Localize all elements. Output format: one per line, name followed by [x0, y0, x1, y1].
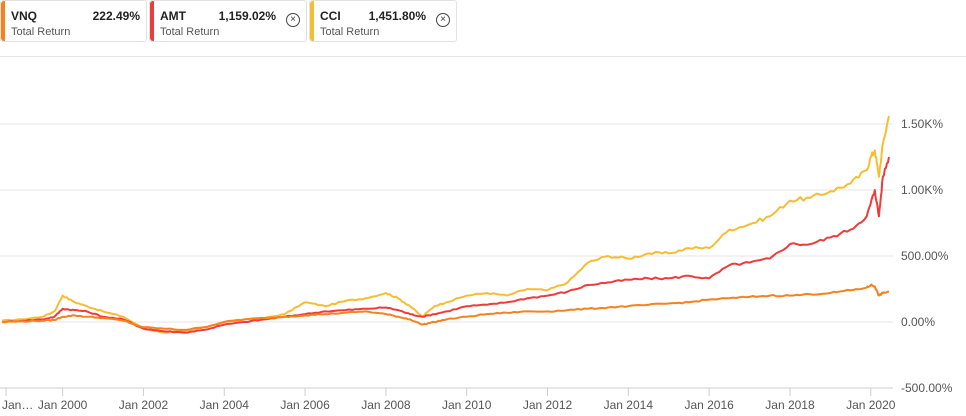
- legend-color-stripe: [150, 1, 154, 41]
- x-tick-label: Jan 2014: [604, 398, 654, 412]
- legend-label: Total Return: [160, 26, 220, 38]
- legend-chip-vnq[interactable]: VNQ 222.49% Total Return: [0, 0, 147, 42]
- series-line-amt: [1, 156, 890, 334]
- y-tick-label: 500.00%: [901, 249, 949, 263]
- x-tick-label: Jan 2002: [119, 398, 169, 412]
- legend-color-stripe: [1, 1, 5, 41]
- x-tick-label: Jan…: [2, 398, 33, 412]
- x-tick-label: Jan 2006: [280, 398, 330, 412]
- x-tick-label: Jan 2008: [361, 398, 411, 412]
- legend-label: Total Return: [11, 26, 71, 38]
- x-tick-label: Jan 2018: [765, 398, 815, 412]
- legend-symbol: CCI: [320, 9, 341, 23]
- header-divider: [0, 56, 966, 57]
- x-tick-label: Jan 2016: [684, 398, 734, 412]
- legend-chip-amt[interactable]: AMT 1,159.02% Total Return ×: [149, 0, 307, 42]
- close-icon[interactable]: ×: [436, 13, 450, 27]
- legend-value: 1,159.02%: [218, 9, 276, 23]
- series-line-vnq: [2, 283, 890, 331]
- legend-label: Total Return: [320, 26, 380, 38]
- y-axis: 1.50K% 1.00K% 500.00% 0.00% -500.00%: [901, 117, 953, 395]
- x-axis: Jan… Jan 2000 Jan 2002 Jan 2004 Jan 2006 Jan …: [2, 388, 896, 412]
- y-tick-label: 0.00%: [901, 315, 935, 329]
- y-tick-label: -500.00%: [901, 381, 953, 395]
- x-tick-label: Jan 2000: [38, 398, 88, 412]
- y-tick-label: 1.00K%: [901, 183, 943, 197]
- legend-symbol: AMT: [160, 9, 186, 23]
- legend: VNQ 222.49% Total Return AMT 1,159.02% T…: [0, 0, 459, 46]
- legend-symbol: VNQ: [11, 9, 38, 23]
- x-tick-label: Jan 2004: [200, 398, 250, 412]
- close-icon[interactable]: ×: [286, 13, 300, 27]
- x-tick-label: Jan 2020: [846, 398, 896, 412]
- legend-chip-cci[interactable]: CCI 1,451.80% Total Return ×: [309, 0, 457, 42]
- series-lines: [1, 115, 890, 334]
- legend-value: 1,451.80%: [368, 9, 426, 23]
- legend-color-stripe: [310, 1, 314, 41]
- series-line-cci: [1, 115, 890, 334]
- x-tick-label: Jan 2010: [442, 398, 492, 412]
- legend-value: 222.49%: [92, 9, 140, 23]
- x-tick-label: Jan 2012: [523, 398, 573, 412]
- grid: [0, 123, 893, 389]
- y-tick-label: 1.50K%: [901, 117, 943, 131]
